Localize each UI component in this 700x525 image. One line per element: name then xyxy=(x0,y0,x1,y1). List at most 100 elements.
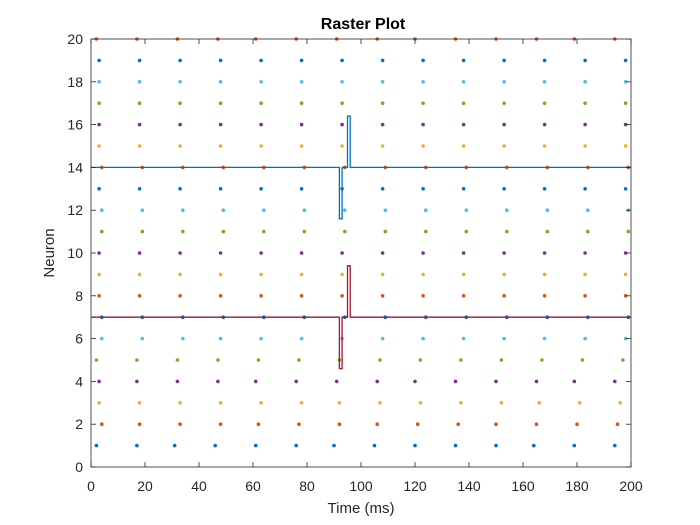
spike-point xyxy=(534,422,539,427)
spike-point xyxy=(418,401,423,405)
spike-point xyxy=(178,187,182,191)
x-tick-label: 80 xyxy=(299,478,315,494)
spike-point xyxy=(97,80,101,84)
spike-point xyxy=(380,187,385,191)
spike-point xyxy=(340,122,344,127)
spike-point xyxy=(340,144,344,148)
spike-point xyxy=(100,208,104,212)
spike-point xyxy=(380,122,385,127)
spike-point xyxy=(461,144,466,148)
spike-point xyxy=(583,187,587,191)
spike-point xyxy=(623,336,628,341)
spike-point xyxy=(97,58,101,63)
spike-point xyxy=(421,80,425,84)
x-tick-label: 100 xyxy=(349,478,373,494)
spike-point xyxy=(299,144,304,148)
spike-point xyxy=(178,122,182,127)
spike-point xyxy=(380,336,385,341)
y-axis: 0 2 4 6 8 10 12 14 16 18 20 xyxy=(67,31,631,475)
spike-point xyxy=(542,187,547,191)
spike-point xyxy=(340,251,344,255)
spike-point xyxy=(459,358,463,362)
plot-area xyxy=(91,37,631,448)
spike-point xyxy=(613,443,617,448)
spike-point xyxy=(137,187,142,191)
spike-point xyxy=(537,401,541,405)
spike-point xyxy=(218,101,223,105)
spike-point xyxy=(456,422,461,427)
spike-point xyxy=(259,294,263,298)
spike-point xyxy=(216,358,220,362)
spike-point xyxy=(623,58,628,63)
spike-point xyxy=(175,379,180,384)
spike-point xyxy=(97,251,101,255)
spike-point xyxy=(572,443,577,448)
spike-point xyxy=(178,272,182,277)
spike-point xyxy=(461,251,466,255)
spike-point xyxy=(502,294,506,298)
spike-point xyxy=(221,208,226,212)
spike-point xyxy=(135,443,139,448)
spike-point xyxy=(542,294,547,298)
spike-point xyxy=(424,229,428,234)
spike-point xyxy=(221,229,226,234)
spike-point xyxy=(545,208,550,212)
spike-point xyxy=(583,294,587,298)
spike-point xyxy=(623,272,628,277)
spike-point xyxy=(135,379,139,384)
spike-point xyxy=(218,251,223,255)
spike-point xyxy=(623,294,628,298)
spike-point xyxy=(413,379,417,384)
spike-point xyxy=(418,358,423,362)
spike-point xyxy=(494,422,498,427)
spike-point xyxy=(259,144,263,148)
spike-point xyxy=(572,379,577,384)
spike-point xyxy=(137,80,142,84)
spike-point xyxy=(256,358,261,362)
spike-point xyxy=(97,101,101,105)
spike-point xyxy=(181,336,185,341)
spike-point xyxy=(618,401,622,405)
spike-point xyxy=(502,336,506,341)
spike-point xyxy=(542,122,547,127)
spike-point xyxy=(297,422,301,427)
spike-point xyxy=(372,443,377,448)
spike-point xyxy=(494,379,498,384)
spike-point xyxy=(415,422,420,427)
spike-point xyxy=(259,336,263,341)
spike-point xyxy=(461,101,466,105)
spike-point xyxy=(502,144,506,148)
spike-point xyxy=(583,58,587,63)
spike-point xyxy=(178,401,182,405)
y-tick-label: 10 xyxy=(67,245,83,261)
spike-point xyxy=(375,422,380,427)
spike-point xyxy=(178,80,182,84)
spike-point xyxy=(615,422,620,427)
spike-point xyxy=(453,443,458,448)
spike-point xyxy=(218,144,223,148)
spike-point xyxy=(378,401,382,405)
spike-point xyxy=(623,80,628,84)
spike-point xyxy=(299,272,304,277)
spike-point xyxy=(623,144,628,148)
signal-line-2 xyxy=(91,265,631,370)
spike-point xyxy=(461,336,466,341)
x-tick-label: 140 xyxy=(457,478,481,494)
spike-point xyxy=(378,358,382,362)
x-tick-label: 200 xyxy=(619,478,643,494)
spike-point xyxy=(137,122,142,127)
spike-point xyxy=(502,122,506,127)
spike-point xyxy=(340,80,344,84)
spike-point xyxy=(623,187,628,191)
spike-point xyxy=(583,144,587,148)
spike-point xyxy=(613,379,617,384)
spike-point xyxy=(580,358,585,362)
spike-point xyxy=(302,208,307,212)
y-tick-label: 16 xyxy=(67,117,83,133)
spike-point xyxy=(97,144,101,148)
spike-point xyxy=(100,229,104,234)
spike-point xyxy=(413,443,417,448)
spike-point xyxy=(380,58,385,63)
spike-point xyxy=(253,379,258,384)
